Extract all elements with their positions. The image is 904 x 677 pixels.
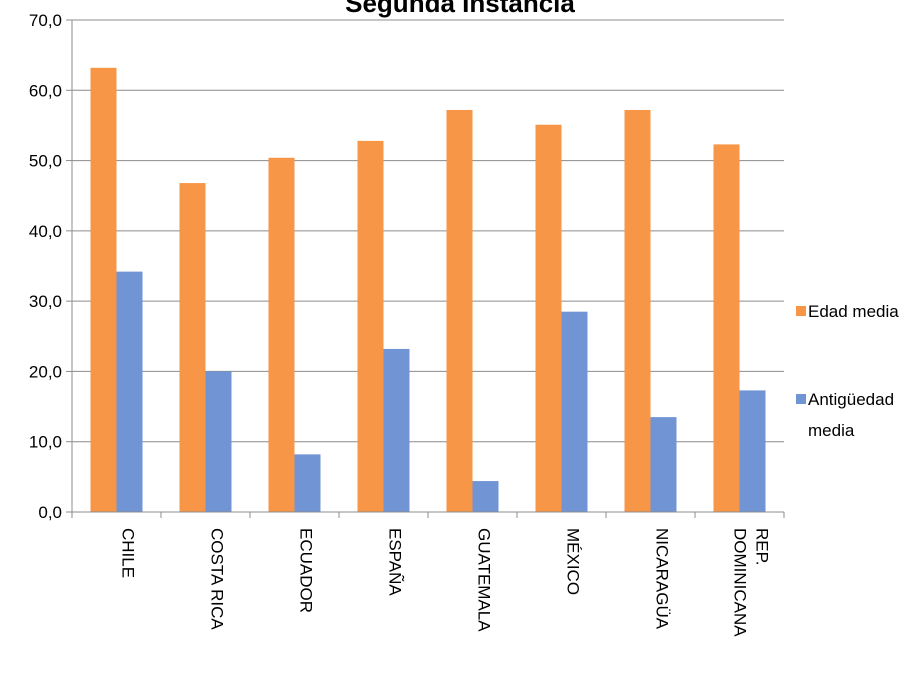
bar-antiguedad-media [383,348,410,512]
bars [90,67,766,513]
bar-antiguedad-media [205,371,232,512]
x-category-label: GUATEMALA [475,528,494,632]
bar-edad-media [90,67,117,513]
bar-antiguedad-media [116,271,143,512]
legend-label: Antigüedad [808,390,894,409]
legend: Edad media Antigüedad media [796,302,899,440]
x-category-label: ESPAÑA [386,528,405,596]
bar-antiguedad-media [650,417,677,512]
y-tick-label: 50,0 [29,152,62,171]
y-tick-label: 60,0 [29,81,62,100]
axes [66,19,785,518]
bar-antiguedad-media [294,454,321,512]
bar-edad-media [268,157,295,512]
legend-swatch [796,306,806,316]
bar-edad-media [446,109,473,513]
labels: 0,0 10,0 20,0 30,0 40,0 50,0 60,0 70,0 CHILE COST… [29,11,772,637]
bar-edad-media [179,183,206,512]
x-category-label: COSTA RICA [208,528,227,630]
x-category-label: REP. [753,528,772,566]
x-category-label: ECUADOR [297,528,316,613]
x-category-label: DOMINICANA [731,528,750,637]
bar-edad-media [535,124,562,513]
bar-edad-media [713,144,740,513]
legend-swatch [796,394,806,404]
bar-antiguedad-media [739,390,766,512]
legend-label: media [808,421,855,440]
bar-edad-media [357,140,384,513]
y-tick-label: 70,0 [29,11,62,30]
y-tick-label: 20,0 [29,362,62,381]
legend-label: Edad media [808,302,899,321]
bar-antiguedad-media [561,311,588,512]
y-tick-label: 40,0 [29,222,62,241]
bar-edad-media [624,109,651,513]
x-category-label: CHILE [119,528,138,578]
y-tick-label: 10,0 [29,433,62,452]
x-category-label: NICARAGÜA [653,528,672,630]
x-category-label: MÉXICO [564,528,583,595]
chart-title: Segunda Instancia [345,0,575,18]
bar-antiguedad-media [472,481,499,512]
y-tick-label: 30,0 [29,292,62,311]
gridlines [72,19,784,443]
y-tick-label: 0,0 [38,503,62,522]
